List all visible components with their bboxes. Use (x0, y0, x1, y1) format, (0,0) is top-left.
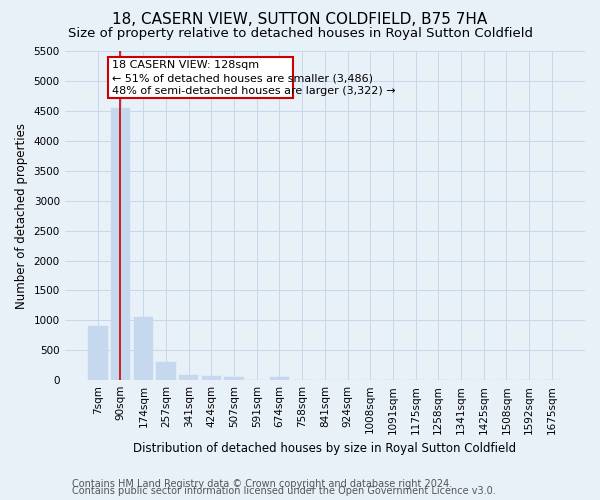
Text: 18 CASERN VIEW: 128sqm
← 51% of detached houses are smaller (3,486)
48% of semi-: 18 CASERN VIEW: 128sqm ← 51% of detached… (112, 60, 395, 96)
Bar (134, 316, 153, 380)
Bar (270, 377, 289, 380)
Text: Contains public sector information licensed under the Open Government Licence v3: Contains public sector information licen… (72, 486, 496, 496)
Text: Contains HM Land Registry data © Crown copyright and database right 2024.: Contains HM Land Registry data © Crown c… (72, 479, 452, 489)
Text: Size of property relative to detached houses in Royal Sutton Coldfield: Size of property relative to detached ho… (67, 28, 533, 40)
Y-axis label: Number of detached properties: Number of detached properties (15, 123, 28, 309)
Bar (111, 108, 130, 380)
Bar (179, 376, 199, 380)
Bar (202, 376, 221, 380)
Bar (224, 377, 244, 380)
Bar (157, 362, 176, 380)
FancyBboxPatch shape (108, 58, 293, 98)
Text: 18, CASERN VIEW, SUTTON COLDFIELD, B75 7HA: 18, CASERN VIEW, SUTTON COLDFIELD, B75 7… (112, 12, 488, 28)
Bar (88, 326, 107, 380)
X-axis label: Distribution of detached houses by size in Royal Sutton Coldfield: Distribution of detached houses by size … (133, 442, 517, 455)
